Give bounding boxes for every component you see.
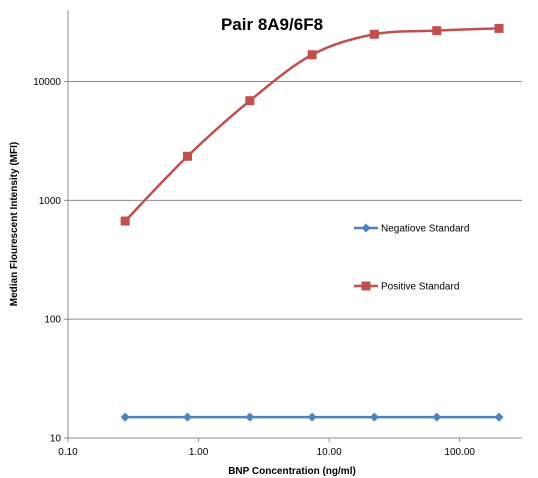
- legend-label: Positive Standard: [381, 282, 459, 293]
- x-tick-label: 1.00: [189, 447, 209, 458]
- x-tick-label: 100.00: [444, 447, 475, 458]
- y-axis-ticks: 10 100 1000 10000: [33, 77, 68, 445]
- x-axis-title: BNP Concentration (ng/ml): [228, 466, 356, 477]
- x-tick-label: 0.10: [58, 447, 78, 458]
- data-point: [369, 412, 379, 422]
- series-0: [120, 412, 504, 422]
- data-point: [245, 96, 255, 106]
- data-point: [120, 216, 130, 226]
- x-tick-label: 10.00: [317, 447, 342, 458]
- y-tick-label: 100: [44, 315, 61, 326]
- data-point: [120, 412, 130, 422]
- data-point: [245, 412, 255, 422]
- legend-label: Negatiove Standard: [381, 224, 469, 235]
- data-point: [494, 23, 504, 33]
- data-point: [369, 29, 379, 39]
- legend-entry-1: Positive Standard: [354, 281, 459, 293]
- data-point: [183, 412, 193, 422]
- data-point: [307, 50, 317, 60]
- legend-marker: [361, 223, 371, 233]
- series-1: [120, 23, 504, 226]
- x-axis-ticks: 0.10 1.00 10.00 100.00: [58, 438, 475, 458]
- data-point: [307, 412, 317, 422]
- y-axis-title: Median Flourescent Intensity (MFI): [9, 142, 20, 306]
- y-tick-label: 1000: [39, 196, 62, 207]
- y-tick-label: 10: [50, 434, 62, 445]
- data-point: [432, 412, 442, 422]
- legend: Negatiove Standard Positive Standard: [354, 223, 469, 293]
- plot-series: [120, 23, 504, 422]
- legend-marker: [361, 281, 371, 291]
- data-point: [432, 26, 442, 36]
- data-point: [494, 412, 504, 422]
- chart-title: Pair 8A9/6F8: [221, 15, 323, 34]
- legend-entry-0: Negatiove Standard: [354, 223, 469, 235]
- data-point: [183, 151, 193, 161]
- y-tick-label: 10000: [33, 77, 61, 88]
